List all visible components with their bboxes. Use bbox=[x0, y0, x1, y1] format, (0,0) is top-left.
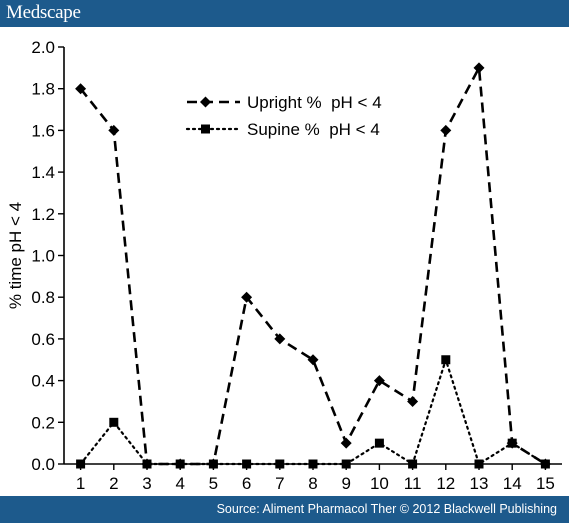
y-tick-label: 1.0 bbox=[31, 247, 55, 266]
y-tick-label: 1.4 bbox=[31, 163, 55, 182]
x-tick-label: 12 bbox=[436, 474, 455, 493]
legend-marker-2 bbox=[201, 124, 210, 134]
y-tick-label: 0.0 bbox=[31, 455, 55, 474]
series-2-point bbox=[474, 459, 484, 469]
x-tick-label: 2 bbox=[109, 474, 118, 493]
x-tick-label: 13 bbox=[470, 474, 489, 493]
x-tick-label: 9 bbox=[341, 474, 350, 493]
y-tick-label: 1.8 bbox=[31, 80, 55, 99]
line-chart: 0.00.20.40.60.81.01.21.41.61.82.01 2 3 4 5 6 7… bbox=[6, 38, 562, 493]
x-tick-label: 7 bbox=[275, 474, 284, 493]
series-1-point bbox=[307, 354, 319, 366]
x-tick-label: 10 bbox=[370, 474, 389, 493]
source-credit: Source: Aliment Pharmacol Ther © 2012 Bl… bbox=[216, 502, 557, 516]
x-tick-label: 3 bbox=[142, 474, 151, 493]
series-2-point bbox=[208, 459, 218, 469]
series-2-point bbox=[408, 459, 418, 469]
y-tick-label: 0.2 bbox=[31, 413, 55, 432]
x-tick-label: 1 bbox=[76, 474, 85, 493]
x-tick-label: 4 bbox=[175, 474, 184, 493]
series-1-point bbox=[108, 124, 120, 136]
series-2-point bbox=[142, 459, 152, 469]
legend-label-2: Supine % pH < 4 bbox=[247, 120, 380, 139]
series-1-point bbox=[241, 291, 253, 303]
series-1-point bbox=[340, 437, 352, 449]
series-2-point bbox=[341, 459, 351, 469]
x-tick-label: 5 bbox=[209, 474, 218, 493]
series-1-point bbox=[473, 62, 485, 74]
series-1-point bbox=[373, 375, 385, 387]
y-tick-label: 0.4 bbox=[31, 372, 55, 391]
y-tick-label: 0.8 bbox=[31, 288, 55, 307]
series-1-point bbox=[274, 333, 286, 345]
series-line-2 bbox=[79, 356, 547, 466]
series-2-point bbox=[507, 438, 517, 448]
series-2-point bbox=[242, 459, 252, 469]
y-tick-label: 0.6 bbox=[31, 330, 55, 349]
y-axis-label: % time pH < 4 bbox=[6, 202, 25, 309]
brand-logo: Medscape bbox=[6, 2, 81, 23]
series-line-1 bbox=[79, 63, 547, 466]
series-2-point bbox=[540, 459, 550, 469]
x-tick-label: 15 bbox=[536, 474, 555, 493]
series-2-point bbox=[109, 417, 119, 427]
footer-bar: Source: Aliment Pharmacol Ther © 2012 Bl… bbox=[0, 496, 569, 523]
series-1-point bbox=[440, 124, 452, 136]
series-2-point bbox=[76, 459, 86, 469]
series-1-point bbox=[407, 395, 419, 407]
legend-label-1: Upright % pH < 4 bbox=[247, 93, 382, 112]
series-2-point bbox=[308, 459, 318, 469]
header-bar: Medscape bbox=[0, 0, 569, 27]
series-2-point bbox=[175, 459, 185, 469]
x-tick-label: 14 bbox=[503, 474, 522, 493]
x-tick-label: 11 bbox=[404, 474, 422, 493]
y-tick-label: 1.2 bbox=[31, 205, 55, 224]
y-tick-label: 1.6 bbox=[31, 121, 55, 140]
legend-marker-1 bbox=[200, 96, 211, 108]
series-2-point bbox=[374, 438, 384, 448]
series-2-point bbox=[275, 459, 285, 469]
y-tick-label: 2.0 bbox=[31, 38, 55, 57]
series-1-point bbox=[75, 83, 87, 95]
x-tick-label: 8 bbox=[308, 474, 317, 493]
x-tick-label: 6 bbox=[242, 474, 251, 493]
series-2-point bbox=[441, 355, 451, 365]
